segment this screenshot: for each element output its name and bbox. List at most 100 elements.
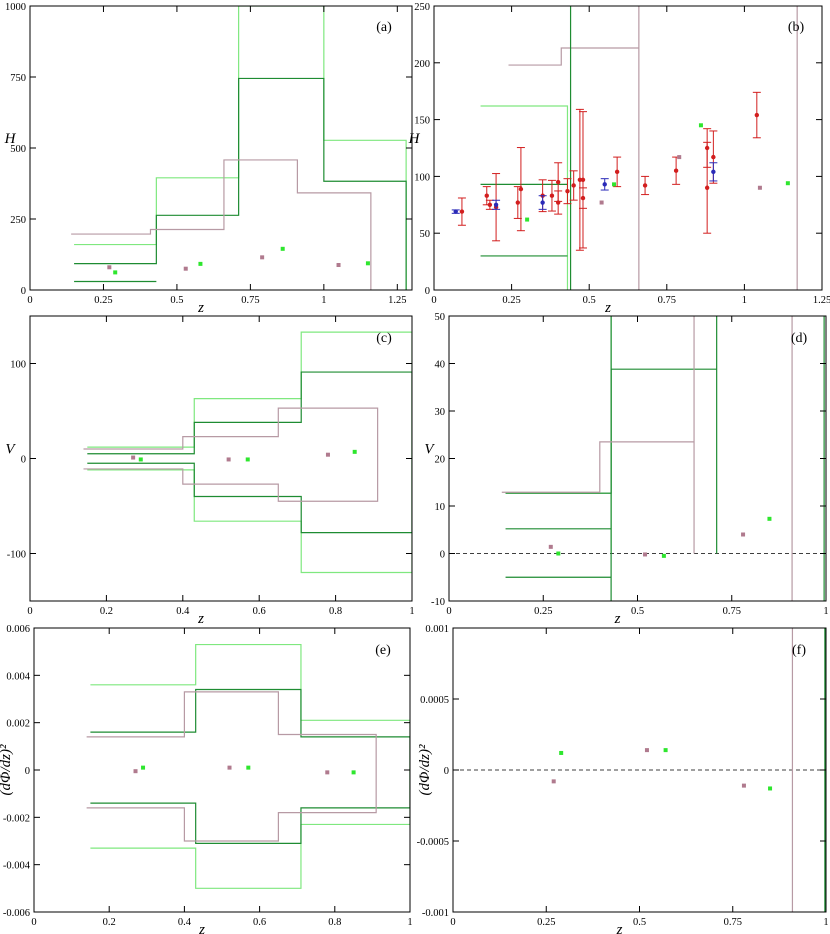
x-tick-label: 0.25 [534,606,552,617]
x-tick-label: 0 [31,917,36,928]
y-tick-label: -0.004 [3,861,31,872]
data-point-dot-mauve [131,455,136,460]
y-tick-label: -100 [7,550,26,561]
data-point-dot-green [352,449,357,454]
x-axis-label: z [614,611,621,627]
data-point-dot-mauve [643,552,648,557]
step-series-mauve [86,770,377,842]
y-tick-label: -0.002 [3,813,30,824]
errorbar-point-red [752,91,761,139]
y-tick-label: 1000 [5,2,26,13]
data-point-dot-mauve [227,765,232,770]
errorbar-point-red [641,175,650,196]
data-point-dot-mauve [260,255,265,260]
errorbar-point-blue [451,209,460,214]
data-point-dot-mauve [133,769,138,774]
y-tick-label: -0.0005 [417,837,449,848]
y-tick-label: 10 [435,502,446,513]
step-series-dark-green [87,371,412,459]
step-series-light-green [90,643,410,770]
data-point-dot-green [351,770,356,775]
y-axis-label: V [5,442,16,458]
data-point-dot-mauve [741,532,746,537]
x-tick-label: 0.5 [583,295,596,306]
x-tick-label: 1 [407,917,412,928]
x-tick-label: 1 [823,917,828,928]
y-tick-label: 500 [10,144,26,155]
data-point-dot-green [768,786,773,791]
x-tick-label: 0.75 [723,606,741,617]
data-point-dot-green [767,516,772,521]
y-tick-label: 0 [444,766,449,777]
x-tick-label: 1 [321,295,326,306]
x-tick-label: 0 [27,606,32,617]
panel-tag: (a) [376,20,392,35]
y-tick-label: 0.0005 [420,695,449,706]
step-series-light-green [480,105,569,290]
data-point-dot-green [612,182,617,187]
x-tick-label: 1 [409,606,414,617]
axes-frame [29,5,413,291]
step-series-dark-green [505,316,612,554]
y-tick-label: 20 [435,455,446,466]
panel-a: 0 0.25 0.5 0.75 1 1.25 0 250 500 750 1000 z H (a) [4,2,413,316]
errorbar-point-blue [538,195,547,210]
step-series-light-green [505,316,612,554]
x-tick-label: 0.25 [94,295,112,306]
panel-b: 0 0.25 0.5 0.75 1 1.25 0 50 100 150 200 250 z H (b) [408,2,830,316]
data-point-dot-mauve [183,266,188,271]
y-tick-label: -0.001 [422,908,449,919]
x-tick-label: 0.5 [170,295,183,306]
x-tick-label: 0.75 [724,917,742,928]
y-axis-label: H [408,131,421,147]
data-point-dot-green [525,217,530,222]
data-point-dot-mauve [325,452,330,457]
plot-area-b [451,6,798,290]
x-tick-label: 0.8 [328,917,341,928]
step-series-mauve [71,159,372,290]
step-series-dark-green [505,316,718,554]
data-point-dot-mauve [325,770,330,775]
errorbar-point-red [575,108,584,251]
data-point-dot-green [556,551,561,556]
errorbar-point-blue [600,178,609,191]
data-point-dot-green [280,246,285,251]
y-axis-label: (dΦ/dz)² [417,744,433,795]
x-tick-label: 0.25 [537,917,555,928]
step-series-dark-green [90,688,410,770]
x-tick-label: 1.25 [388,295,406,306]
data-point-dot-green [661,553,666,558]
y-tick-label: 100 [10,360,26,371]
errorbar-point-red [513,186,522,219]
y-tick-label: 250 [10,215,26,226]
y-tick-label: -0.006 [3,908,30,919]
y-tick-label: 0 [440,550,445,561]
data-point-dot-green [663,748,668,753]
y-tick-label: 750 [10,73,26,84]
y-tick-label: 50 [435,312,446,323]
step-series-mauve [508,6,640,290]
panel-tag: (d) [791,331,808,346]
x-tick-label: 0.8 [329,606,342,617]
y-tick-label: 30 [435,407,446,418]
x-tick-label: 0.2 [103,917,116,928]
y-tick-label: 0 [25,766,30,777]
errorbar-point-red [516,147,525,232]
errorbar-point-red [547,179,556,212]
y-tick-label: 0.006 [6,624,30,635]
errorbar-point-blue [492,199,501,210]
y-axis-label: V [424,442,435,458]
data-point-dot-green [138,457,143,462]
data-point-dot-green [113,270,118,275]
plot-area-e [86,643,410,889]
x-tick-label: 0 [446,606,451,617]
step-series-light-green [87,458,412,574]
step-series-mauve [83,458,379,502]
data-point-dot-green [365,261,370,266]
step-series-dark-green [90,770,410,844]
errorbar-point-red [457,197,466,226]
y-tick-label: 0.001 [425,624,449,635]
y-tick-label: 250 [414,2,430,13]
x-axis-label: z [197,300,204,316]
data-point-dot-green [141,765,146,770]
